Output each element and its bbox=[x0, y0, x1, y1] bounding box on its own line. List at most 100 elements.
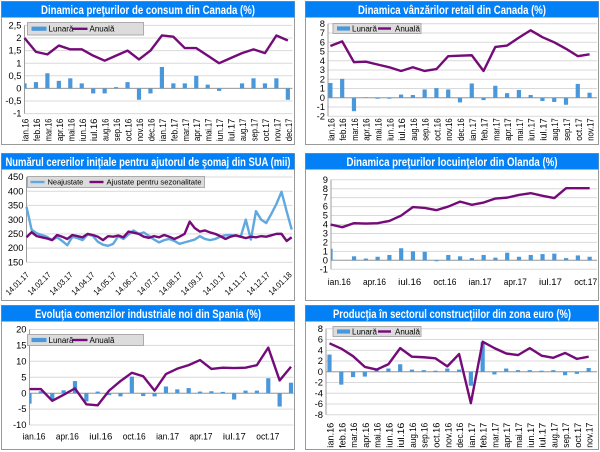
svg-text:iul.17: iul.17 bbox=[227, 119, 237, 142]
svg-text:7: 7 bbox=[323, 192, 328, 203]
svg-text:300: 300 bbox=[8, 214, 24, 225]
svg-text:Anuală: Anuală bbox=[90, 336, 115, 345]
svg-text:iul.16: iul.16 bbox=[398, 277, 421, 288]
svg-text:mar.16: mar.16 bbox=[349, 423, 359, 448]
svg-text:feb.16: feb.16 bbox=[338, 118, 348, 141]
svg-text:6: 6 bbox=[323, 201, 328, 212]
svg-text:nov.17: nov.17 bbox=[272, 119, 282, 142]
svg-text:iun.16: iun.16 bbox=[385, 118, 395, 141]
svg-text:-2: -2 bbox=[317, 110, 325, 121]
svg-text:-1: -1 bbox=[320, 263, 328, 274]
svg-text:apr.16: apr.16 bbox=[55, 119, 65, 142]
svg-text:mai.17: mai.17 bbox=[515, 118, 525, 141]
svg-text:apr.16: apr.16 bbox=[361, 423, 371, 448]
svg-text:mai.16: mai.16 bbox=[374, 118, 384, 141]
svg-text:apr.16: apr.16 bbox=[363, 277, 386, 288]
svg-text:Lunară: Lunară bbox=[352, 24, 377, 33]
svg-text:dec.17: dec.17 bbox=[284, 119, 294, 142]
svg-text:0,5: 0,5 bbox=[8, 70, 21, 81]
svg-text:sep.16: sep.16 bbox=[420, 423, 430, 448]
svg-text:oct.17: oct.17 bbox=[574, 277, 597, 288]
svg-text:feb.17: feb.17 bbox=[479, 423, 489, 448]
svg-text:-6: -6 bbox=[315, 398, 323, 409]
svg-text:apr.17: apr.17 bbox=[504, 277, 527, 288]
svg-text:oct.16: oct.16 bbox=[433, 277, 456, 288]
svg-text:sep.16: sep.16 bbox=[112, 119, 122, 142]
svg-text:Dinamica preţurilor locuinţelo: Dinamica preţurilor locuinţelor din Olan… bbox=[347, 155, 558, 169]
svg-text:iul.17: iul.17 bbox=[539, 277, 562, 288]
svg-text:-2: -2 bbox=[315, 377, 323, 388]
svg-text:Neajustate: Neajustate bbox=[48, 178, 84, 187]
svg-text:nov.16: nov.16 bbox=[135, 119, 145, 142]
svg-text:Lunară: Lunară bbox=[49, 336, 74, 345]
svg-text:0: 0 bbox=[21, 387, 26, 398]
svg-text:0: 0 bbox=[318, 366, 323, 377]
svg-text:5: 5 bbox=[323, 210, 328, 221]
svg-text:feb.17: feb.17 bbox=[480, 118, 490, 141]
svg-text:iun.17: iun.17 bbox=[526, 423, 536, 448]
svg-text:oct.17: oct.17 bbox=[256, 432, 279, 443]
svg-text:-1: -1 bbox=[13, 108, 21, 119]
svg-text:Ajustate pentru sezonalitate: Ajustate pentru sezonalitate bbox=[107, 178, 202, 187]
svg-text:oct.16: oct.16 bbox=[432, 118, 442, 141]
svg-text:Numărul cererilor iniţiale pen: Numărul cererilor iniţiale pentru ajutor… bbox=[6, 155, 291, 169]
svg-text:iul.17: iul.17 bbox=[538, 118, 548, 141]
svg-text:2: 2 bbox=[318, 355, 323, 366]
svg-text:4: 4 bbox=[318, 344, 323, 355]
svg-text:mai.17: mai.17 bbox=[514, 423, 524, 448]
svg-text:oct.16: oct.16 bbox=[124, 119, 134, 142]
svg-text:dec.16: dec.16 bbox=[455, 423, 465, 448]
svg-text:ian.17: ian.17 bbox=[156, 432, 179, 443]
svg-text:iun.16: iun.16 bbox=[78, 119, 88, 142]
svg-text:dec.16: dec.16 bbox=[146, 119, 156, 142]
svg-text:mar.17: mar.17 bbox=[491, 118, 501, 141]
svg-text:200: 200 bbox=[8, 242, 24, 253]
svg-text:mai.16: mai.16 bbox=[373, 423, 383, 448]
svg-text:1: 1 bbox=[323, 246, 328, 257]
svg-text:-4: -4 bbox=[315, 387, 323, 398]
svg-text:mar.16: mar.16 bbox=[350, 118, 360, 141]
svg-text:oct.17: oct.17 bbox=[261, 119, 271, 142]
svg-text:8: 8 bbox=[323, 183, 328, 194]
svg-text:iul.16: iul.16 bbox=[89, 432, 112, 443]
svg-text:iun.16: iun.16 bbox=[384, 423, 394, 448]
svg-text:0: 0 bbox=[320, 92, 325, 103]
svg-text:2: 2 bbox=[320, 73, 325, 84]
svg-text:ian.16: ian.16 bbox=[326, 118, 336, 141]
svg-text:0: 0 bbox=[323, 254, 328, 265]
svg-text:-5: -5 bbox=[18, 403, 26, 414]
svg-text:Anuală: Anuală bbox=[395, 327, 420, 336]
svg-text:sep.16: sep.16 bbox=[421, 118, 431, 141]
svg-text:apr.16: apr.16 bbox=[362, 118, 372, 141]
svg-text:250: 250 bbox=[8, 228, 24, 239]
svg-text:8: 8 bbox=[318, 323, 323, 334]
svg-text:oct.16: oct.16 bbox=[432, 423, 442, 448]
svg-text:nov.16: nov.16 bbox=[444, 118, 454, 141]
svg-text:0: 0 bbox=[16, 83, 21, 94]
svg-text:nov.17: nov.17 bbox=[585, 423, 595, 448]
svg-text:450: 450 bbox=[8, 171, 24, 182]
svg-text:dec.16: dec.16 bbox=[456, 118, 466, 141]
svg-text:apr.17: apr.17 bbox=[502, 423, 512, 448]
svg-text:feb.16: feb.16 bbox=[32, 119, 42, 142]
svg-text:iul.16: iul.16 bbox=[89, 119, 99, 142]
svg-text:aug.16: aug.16 bbox=[409, 118, 419, 140]
svg-text:iul.16: iul.16 bbox=[397, 118, 407, 141]
svg-text:nov.16: nov.16 bbox=[443, 423, 453, 448]
svg-text:mar.16: mar.16 bbox=[43, 119, 53, 142]
svg-text:6: 6 bbox=[320, 36, 325, 47]
svg-text:-1: -1 bbox=[317, 101, 325, 112]
svg-text:aug.16: aug.16 bbox=[101, 119, 111, 142]
svg-text:2: 2 bbox=[16, 32, 21, 43]
svg-text:Anuală: Anuală bbox=[395, 24, 420, 33]
svg-text:sep.17: sep.17 bbox=[250, 119, 260, 142]
svg-text:ian.16: ian.16 bbox=[21, 119, 31, 142]
svg-text:Dinamica vânzărilor retail din: Dinamica vânzărilor retail din Canada (%… bbox=[358, 3, 546, 17]
svg-text:7: 7 bbox=[320, 27, 325, 38]
svg-text:Anuală: Anuală bbox=[90, 25, 115, 34]
svg-text:3: 3 bbox=[320, 64, 325, 75]
svg-text:8: 8 bbox=[320, 18, 325, 29]
svg-text:aug.17: aug.17 bbox=[549, 423, 559, 448]
svg-text:Dinamica preţurilor de consum: Dinamica preţurilor de consum din Canada… bbox=[41, 3, 255, 17]
svg-text:sep.17: sep.17 bbox=[561, 423, 571, 448]
